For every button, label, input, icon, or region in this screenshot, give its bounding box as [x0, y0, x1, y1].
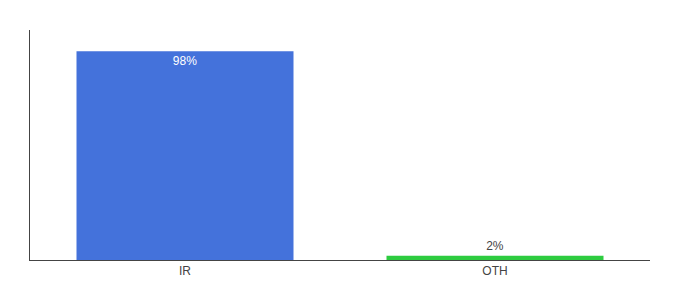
svg-text:IR: IR	[179, 264, 191, 278]
svg-text:98%: 98%	[173, 54, 197, 68]
svg-text:OTH: OTH	[482, 264, 507, 278]
svg-text:2%: 2%	[486, 239, 504, 253]
